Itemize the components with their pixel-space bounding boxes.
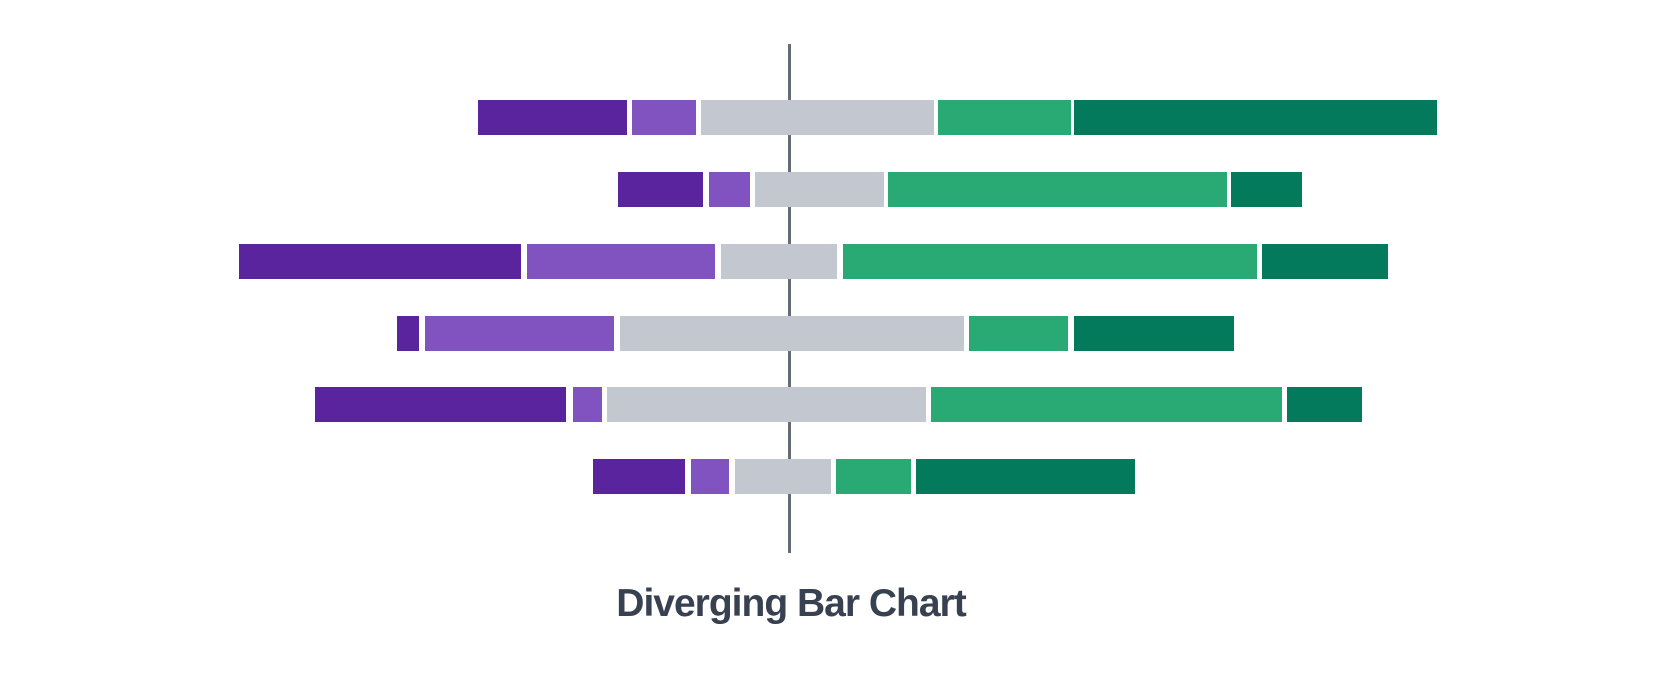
bar-segment-negative bbox=[425, 316, 614, 351]
bar-segment-positive bbox=[938, 100, 1071, 135]
bar-segment-strong-positive bbox=[916, 459, 1135, 494]
bar-segment-positive bbox=[931, 387, 1282, 422]
bar-segment-neutral bbox=[755, 172, 884, 207]
bar-segment-strong-positive bbox=[1074, 316, 1234, 351]
bar-segment-positive bbox=[888, 172, 1227, 207]
bar-segment-positive bbox=[836, 459, 911, 494]
bar-segment-neutral bbox=[620, 316, 964, 351]
bar-segment-strong-negative bbox=[239, 244, 521, 279]
bar-segment-positive bbox=[969, 316, 1068, 351]
bar-segment-negative bbox=[709, 172, 750, 207]
bar-segment-neutral bbox=[607, 387, 926, 422]
bar-segment-negative bbox=[527, 244, 715, 279]
bar-segment-strong-positive bbox=[1231, 172, 1302, 207]
bar-segment-strong-negative bbox=[315, 387, 566, 422]
bar-segment-strong-positive bbox=[1262, 244, 1388, 279]
bar-segment-strong-positive bbox=[1287, 387, 1362, 422]
bar-segment-negative bbox=[691, 459, 729, 494]
bar-segment-negative bbox=[632, 100, 696, 135]
bar-segment-neutral bbox=[735, 459, 831, 494]
bar-segment-positive bbox=[843, 244, 1257, 279]
center-axis-line bbox=[788, 44, 791, 553]
bar-segment-negative bbox=[573, 387, 602, 422]
bar-segment-strong-negative bbox=[478, 100, 627, 135]
bar-segment-strong-positive bbox=[1074, 100, 1437, 135]
bar-segment-neutral bbox=[721, 244, 837, 279]
bar-segment-strong-negative bbox=[618, 172, 703, 207]
bar-segment-strong-negative bbox=[593, 459, 685, 494]
chart-title: Diverging Bar Chart bbox=[616, 582, 966, 625]
bar-segment-neutral bbox=[701, 100, 934, 135]
bar-segment-strong-negative bbox=[397, 316, 419, 351]
